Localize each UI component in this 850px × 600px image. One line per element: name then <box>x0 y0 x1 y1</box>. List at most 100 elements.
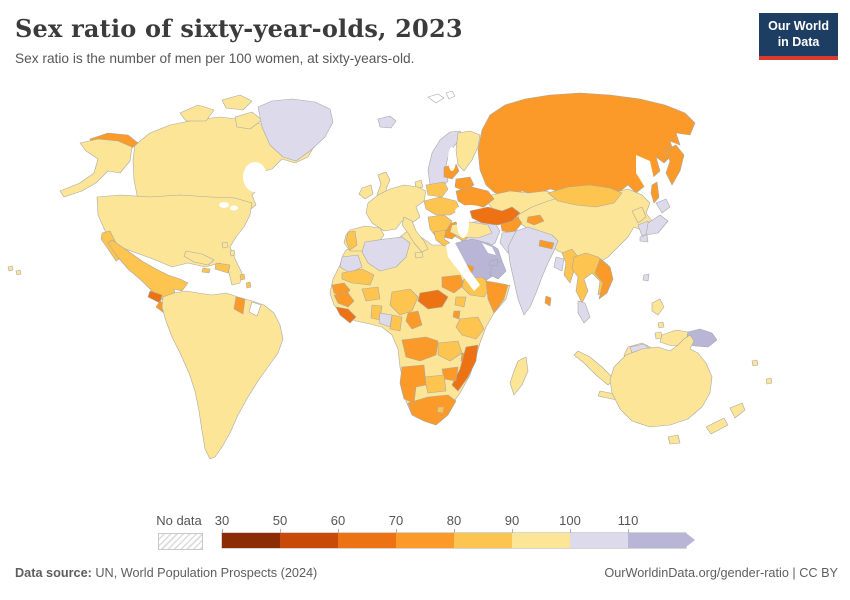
region-french-guiana[interactable] <box>248 301 262 317</box>
region-hispaniola[interactable] <box>214 262 231 274</box>
region-bahamas-1[interactable] <box>221 241 229 249</box>
legend-tick-label: 30 <box>214 513 230 528</box>
region-pacific-2[interactable] <box>765 377 773 385</box>
region-svalbard-2[interactable] <box>445 90 456 100</box>
region-iceland[interactable] <box>377 115 397 129</box>
region-nigeria[interactable] <box>389 288 419 316</box>
region-nepal[interactable] <box>538 239 555 250</box>
legend-segment-100-110[interactable] <box>570 533 628 548</box>
region-canada-arctic-1[interactable] <box>179 104 215 122</box>
region-central-african-republic[interactable] <box>417 289 449 310</box>
region-philippines-2[interactable] <box>657 321 665 329</box>
legend-tick-label: 60 <box>330 513 346 528</box>
region-zambia[interactable] <box>437 340 463 362</box>
region-uganda[interactable] <box>454 296 467 308</box>
region-algeria[interactable] <box>361 236 411 272</box>
region-north-korea[interactable] <box>631 206 647 224</box>
region-italy[interactable] <box>401 216 429 253</box>
region-russia-kamchatka[interactable] <box>664 144 685 186</box>
legend-tick-mark <box>628 529 629 533</box>
region-lesser-antilles-2[interactable] <box>245 281 252 289</box>
region-canada-arctic-3[interactable] <box>234 111 263 130</box>
region-malaysia-peninsula[interactable] <box>577 300 591 324</box>
region-usa-hawaii-1[interactable] <box>7 265 14 272</box>
region-bahamas-2[interactable] <box>229 249 236 257</box>
legend-segment-80-90[interactable] <box>454 533 512 548</box>
region-jamaica[interactable] <box>201 267 211 274</box>
region-rwanda-burundi[interactable] <box>452 310 461 320</box>
region-italy-sicily[interactable] <box>414 251 424 259</box>
region-svalbard-1[interactable] <box>427 93 445 104</box>
region-bangladesh[interactable] <box>553 256 565 272</box>
region-new-zealand-north[interactable] <box>729 402 746 419</box>
region-japan-honshu[interactable] <box>645 214 669 236</box>
region-ukraine[interactable] <box>455 186 495 208</box>
region-madagascar[interactable] <box>509 356 529 396</box>
region-turkmenistan-uzbekistan[interactable] <box>469 206 521 226</box>
footer-link[interactable]: OurWorldinData.org/gender-ratio | CC BY <box>604 566 838 580</box>
region-taiwan[interactable] <box>642 273 650 282</box>
region-canada-arctic-2[interactable] <box>221 94 253 111</box>
region-poland[interactable] <box>425 181 449 198</box>
region-usa-hawaii-2[interactable] <box>15 269 22 276</box>
region-pacific-1[interactable] <box>751 359 759 367</box>
owid-logo[interactable]: Our World in Data <box>759 13 838 60</box>
region-russia[interactable] <box>477 92 696 198</box>
region-congo[interactable] <box>389 314 403 332</box>
no-data-label: No data <box>156 513 202 528</box>
region-kyrgyzstan-tajikistan[interactable] <box>526 214 545 226</box>
legend-tick-mark <box>280 529 281 533</box>
region-mozambique[interactable] <box>451 344 479 392</box>
region-guinea[interactable] <box>333 292 355 308</box>
region-australia-tasmania[interactable] <box>667 434 681 445</box>
legend-segment-90-100[interactable] <box>512 533 570 548</box>
region-south-america[interactable] <box>161 290 284 460</box>
region-tanzania[interactable] <box>455 316 485 340</box>
legend-segment-110+[interactable] <box>628 533 686 548</box>
region-somalia[interactable] <box>485 280 509 314</box>
legend-segment-70-80[interactable] <box>396 533 454 548</box>
region-uae[interactable] <box>488 258 499 267</box>
no-data-swatch[interactable] <box>158 533 203 550</box>
region-guyana[interactable] <box>233 296 246 315</box>
chart-footer: Data source: UN, World Population Prospe… <box>15 566 838 580</box>
region-central-east-europe[interactable] <box>423 196 461 216</box>
region-australia[interactable] <box>609 334 713 428</box>
region-new-zealand-south[interactable] <box>705 417 729 435</box>
legend-segment-30-50[interactable] <box>222 533 280 548</box>
region-south-africa[interactable] <box>407 394 457 426</box>
region-cuba[interactable] <box>183 250 215 266</box>
region-usa-alaska[interactable] <box>59 138 133 198</box>
region-india[interactable] <box>507 226 559 316</box>
region-lesotho[interactable] <box>436 406 445 414</box>
data-source-text: UN, World Population Prospects (2024) <box>91 566 318 580</box>
legend-segment-60-70[interactable] <box>338 533 396 548</box>
region-japan-hokkaido[interactable] <box>655 198 671 214</box>
region-botswana[interactable] <box>423 374 447 394</box>
region-greenland[interactable] <box>257 98 334 162</box>
region-sri-lanka[interactable] <box>544 295 552 307</box>
region-japan-kyushu[interactable] <box>639 234 649 243</box>
red-sea <box>446 241 480 291</box>
legend-tick-label: 80 <box>446 513 462 528</box>
region-burkina-faso[interactable] <box>361 286 381 302</box>
region-angola[interactable] <box>401 336 439 362</box>
region-cameroon[interactable] <box>405 310 423 330</box>
region-lesser-antilles-1[interactable] <box>239 273 246 281</box>
region-vietnam[interactable] <box>594 258 614 300</box>
region-mongolia[interactable] <box>547 184 623 208</box>
region-sierra-leone-liberia[interactable] <box>335 306 357 324</box>
region-russia-sakhalin[interactable] <box>650 181 660 204</box>
region-mauritania[interactable] <box>341 268 375 286</box>
region-ireland[interactable] <box>358 184 374 200</box>
region-united-states[interactable] <box>96 194 253 286</box>
region-portugal[interactable] <box>345 230 358 251</box>
region-south-sudan[interactable] <box>441 274 465 294</box>
region-western-europe[interactable] <box>365 184 427 232</box>
region-namibia[interactable] <box>399 364 427 404</box>
region-indonesia-sumatra[interactable] <box>573 350 615 386</box>
region-finland[interactable] <box>455 130 481 172</box>
region-philippines-luzon[interactable] <box>651 298 665 316</box>
legend-segment-50-60[interactable] <box>280 533 338 548</box>
